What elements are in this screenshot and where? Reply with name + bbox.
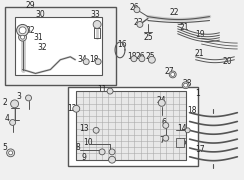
Circle shape: [109, 156, 116, 163]
Circle shape: [99, 149, 105, 155]
Bar: [76, 91, 186, 160]
Circle shape: [109, 149, 115, 155]
Bar: [5, 7, 116, 85]
Circle shape: [107, 88, 113, 94]
Text: 30: 30: [36, 10, 45, 19]
Text: 22: 22: [170, 8, 179, 17]
Circle shape: [9, 151, 13, 155]
Text: 8: 8: [76, 143, 81, 152]
Circle shape: [131, 56, 137, 62]
Text: 6: 6: [161, 118, 166, 127]
Text: 21: 21: [195, 49, 204, 58]
Text: 25: 25: [143, 33, 153, 42]
Text: 4: 4: [4, 114, 9, 123]
Text: 2: 2: [2, 98, 7, 107]
Text: 3: 3: [16, 93, 21, 102]
Text: 9: 9: [82, 153, 87, 162]
Text: 21: 21: [180, 23, 189, 32]
Text: 34: 34: [77, 55, 87, 64]
Bar: [68, 87, 198, 166]
Circle shape: [7, 149, 15, 157]
Circle shape: [95, 59, 101, 65]
Circle shape: [137, 21, 143, 27]
Text: 17: 17: [195, 145, 204, 154]
Circle shape: [171, 73, 175, 76]
Text: 27: 27: [165, 67, 174, 76]
Bar: [176, 138, 184, 147]
Text: 18: 18: [187, 106, 196, 115]
Text: 28: 28: [183, 79, 192, 88]
Circle shape: [26, 95, 31, 101]
Text: 20: 20: [223, 57, 232, 66]
Text: 16: 16: [117, 40, 127, 49]
Circle shape: [134, 7, 140, 13]
Circle shape: [184, 83, 188, 87]
Text: 7: 7: [159, 136, 164, 145]
Text: 26: 26: [129, 3, 139, 12]
Text: 14: 14: [177, 124, 186, 133]
Circle shape: [139, 56, 145, 62]
Text: 29: 29: [26, 1, 35, 10]
Text: 32: 32: [26, 26, 35, 35]
Circle shape: [19, 33, 27, 41]
Text: 10: 10: [83, 138, 93, 147]
Circle shape: [148, 56, 155, 63]
Circle shape: [163, 135, 169, 141]
Circle shape: [93, 127, 99, 133]
Circle shape: [73, 105, 80, 112]
Bar: [76, 91, 186, 160]
Text: 12: 12: [68, 104, 77, 113]
Circle shape: [93, 21, 101, 28]
Circle shape: [11, 100, 19, 108]
Circle shape: [19, 27, 26, 34]
Circle shape: [182, 82, 189, 89]
Text: 11: 11: [97, 85, 107, 94]
Text: 5: 5: [2, 143, 7, 152]
Circle shape: [185, 128, 190, 133]
Text: 19: 19: [195, 30, 204, 39]
Bar: [15, 17, 102, 75]
Circle shape: [17, 24, 29, 36]
Circle shape: [163, 122, 169, 128]
Text: 1: 1: [195, 89, 200, 98]
Text: 18: 18: [127, 52, 137, 61]
Circle shape: [10, 120, 16, 125]
Text: 24: 24: [157, 96, 167, 105]
Circle shape: [169, 71, 176, 78]
Text: 26: 26: [135, 52, 145, 61]
Text: 15: 15: [177, 138, 186, 147]
Text: 31: 31: [34, 33, 43, 42]
Text: 33: 33: [90, 10, 100, 19]
Circle shape: [20, 35, 25, 39]
Text: 23: 23: [133, 18, 143, 27]
Text: 18: 18: [89, 55, 99, 64]
Text: 13: 13: [79, 124, 89, 133]
Circle shape: [83, 59, 89, 65]
Text: 25: 25: [145, 52, 155, 61]
Text: 32: 32: [38, 43, 47, 52]
Circle shape: [158, 99, 165, 106]
